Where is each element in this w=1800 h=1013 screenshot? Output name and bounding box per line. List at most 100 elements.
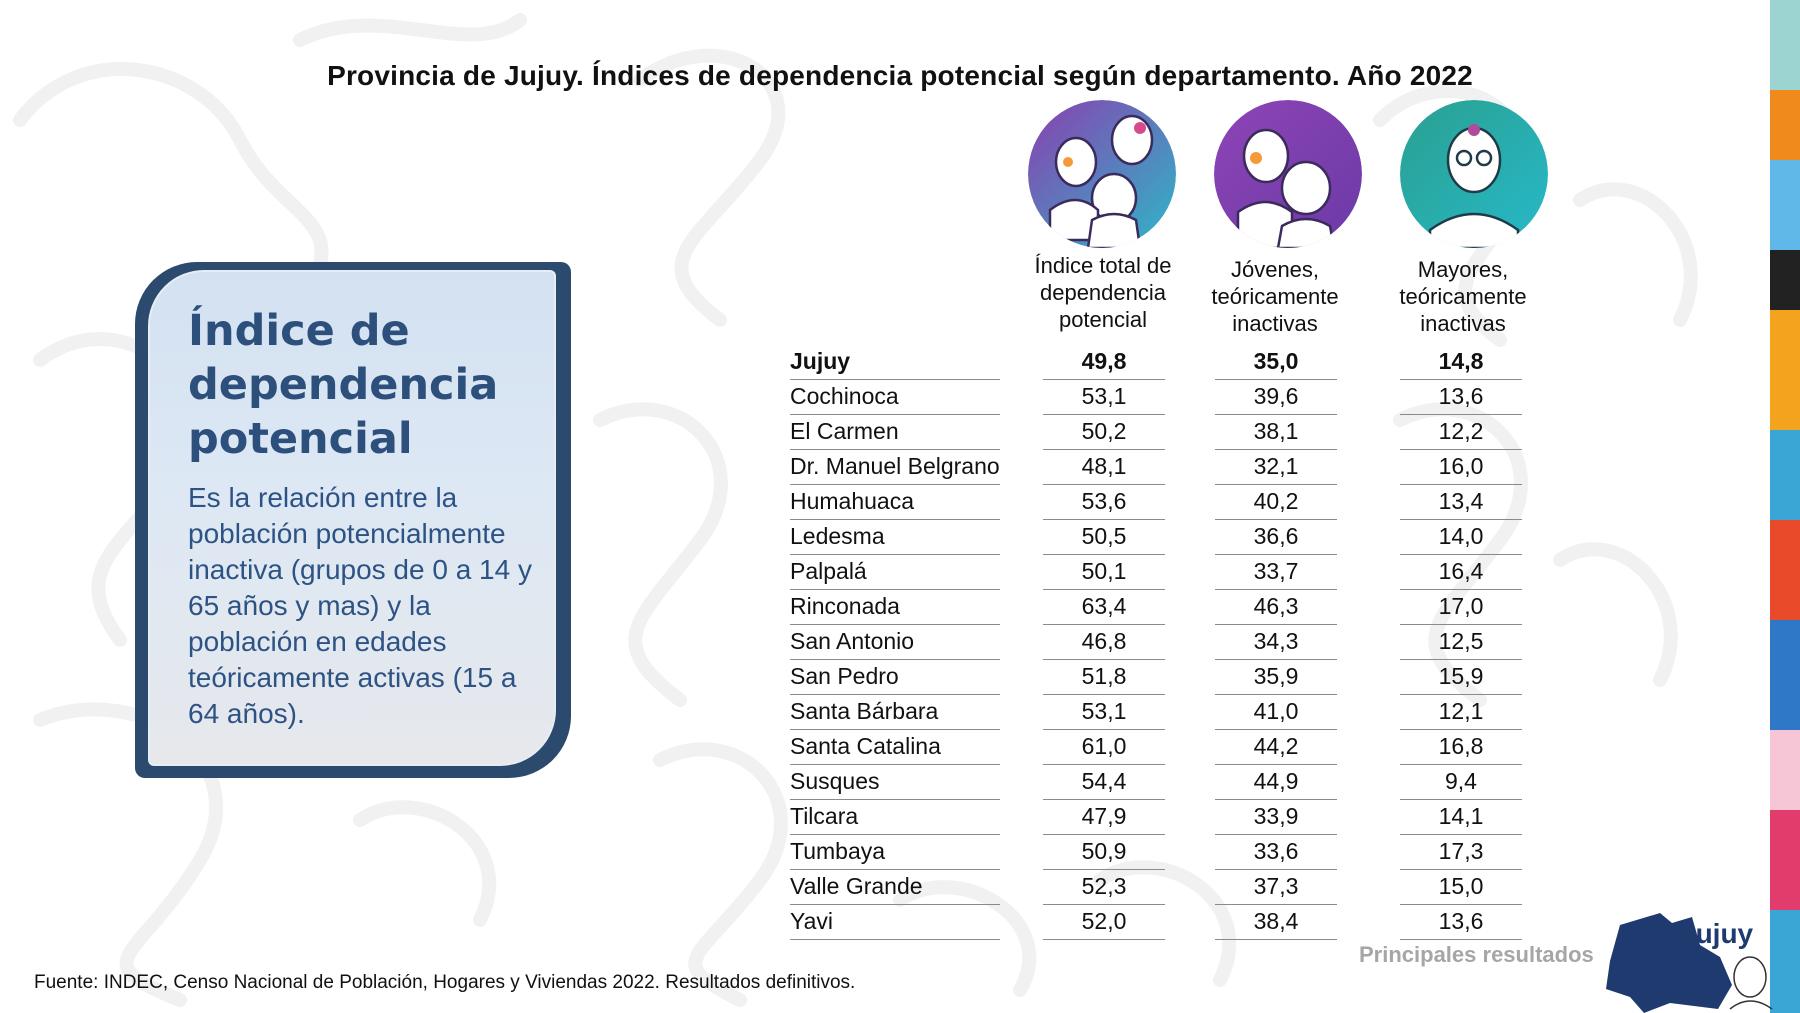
source-note: Fuente: INDEC, Censo Nacional de Poblaci… xyxy=(34,972,856,993)
total-value: 48,1 xyxy=(1043,450,1165,485)
department-name: Rinconada xyxy=(790,590,1000,625)
mayores-value: 9,4 xyxy=(1400,765,1522,800)
table-row: San Antonio 46,8 34,3 12,5 xyxy=(790,625,1522,660)
definition-card: Índice de dependencia potencial Es la re… xyxy=(148,270,556,766)
total-value: 52,3 xyxy=(1043,870,1165,905)
department-name: Valle Grande xyxy=(790,870,1000,905)
jovenes-value: 33,9 xyxy=(1215,800,1337,835)
mayores-value: 15,0 xyxy=(1400,870,1522,905)
total-value: 53,1 xyxy=(1043,695,1165,730)
table-row: Dr. Manuel Belgrano 48,1 32,1 16,0 xyxy=(790,450,1522,485)
jujuy-logo: Jujuy xyxy=(1606,913,1773,1013)
department-name: Susques xyxy=(790,765,1000,800)
jovenes-value: 46,3 xyxy=(1215,590,1337,625)
table-row: Yavi 52,0 38,4 13,6 xyxy=(790,905,1522,940)
family-icon xyxy=(1028,100,1176,248)
report-subtitle: Principales resultados xyxy=(1359,942,1594,967)
mayores-value: 14,0 xyxy=(1400,520,1522,555)
column-header-jovenes: Jóvenes, teóricamente inactivas xyxy=(1211,257,1339,336)
mayores-value: 13,6 xyxy=(1400,905,1522,940)
department-name: Dr. Manuel Belgrano xyxy=(790,450,1000,485)
jovenes-value: 44,9 xyxy=(1215,765,1337,800)
table-row: San Pedro 51,8 35,9 15,9 xyxy=(790,660,1522,695)
jovenes-value: 34,3 xyxy=(1215,625,1337,660)
table-row: Santa Catalina 61,0 44,2 16,8 xyxy=(790,730,1522,765)
department-name: Cochinoca xyxy=(790,380,1000,415)
total-value: 49,8 xyxy=(1043,345,1165,380)
total-value: 50,2 xyxy=(1043,415,1165,450)
page-title: Provincia de Jujuy. Índices de dependenc… xyxy=(327,60,1473,91)
department-name: Palpalá xyxy=(790,555,1000,590)
mayores-value: 13,6 xyxy=(1400,380,1522,415)
table-row: Tilcara 47,9 33,9 14,1 xyxy=(790,800,1522,835)
total-value: 46,8 xyxy=(1043,625,1165,660)
jovenes-value: 44,2 xyxy=(1215,730,1337,765)
jovenes-value: 36,6 xyxy=(1215,520,1337,555)
department-name: San Antonio xyxy=(790,625,1000,660)
jovenes-value: 35,0 xyxy=(1215,345,1337,380)
table-row: Humahuaca 53,6 40,2 13,4 xyxy=(790,485,1522,520)
department-name: San Pedro xyxy=(790,660,1000,695)
department-name: Ledesma xyxy=(790,520,1000,555)
table-row: El Carmen 50,2 38,1 12,2 xyxy=(790,415,1522,450)
mayores-value: 16,4 xyxy=(1400,555,1522,590)
mayores-value: 16,8 xyxy=(1400,730,1522,765)
mayores-value: 12,2 xyxy=(1400,415,1522,450)
logo-text: Jujuy xyxy=(1680,918,1754,949)
mayores-value: 17,0 xyxy=(1400,590,1522,625)
jovenes-value: 41,0 xyxy=(1215,695,1337,730)
jovenes-value: 32,1 xyxy=(1215,450,1337,485)
jovenes-value: 38,4 xyxy=(1215,905,1337,940)
total-value: 50,9 xyxy=(1043,835,1165,870)
total-value: 50,5 xyxy=(1043,520,1165,555)
department-name: Tumbaya xyxy=(790,835,1000,870)
column-header-mayores: Mayores, teóricamente inactivas xyxy=(1399,257,1527,336)
total-value: 53,6 xyxy=(1043,485,1165,520)
total-value: 61,0 xyxy=(1043,730,1165,765)
elder-icon xyxy=(1400,100,1548,248)
department-name: Santa Catalina xyxy=(790,730,1000,765)
mayores-value: 12,1 xyxy=(1400,695,1522,730)
decorative-strip xyxy=(1770,0,1800,1013)
total-value: 47,9 xyxy=(1043,800,1165,835)
table-row: Valle Grande 52,3 37,3 15,0 xyxy=(790,870,1522,905)
total-value: 54,4 xyxy=(1043,765,1165,800)
jovenes-value: 39,6 xyxy=(1215,380,1337,415)
table-row: Palpalá 50,1 33,7 16,4 xyxy=(790,555,1522,590)
table-row: Rinconada 63,4 46,3 17,0 xyxy=(790,590,1522,625)
total-value: 51,8 xyxy=(1043,660,1165,695)
department-name: Santa Bárbara xyxy=(790,695,1000,730)
definition-heading: Índice de dependencia potencial xyxy=(188,306,499,464)
department-name: Yavi xyxy=(790,905,1000,940)
total-value: 52,0 xyxy=(1043,905,1165,940)
mayores-value: 13,4 xyxy=(1400,485,1522,520)
mayores-value: 15,9 xyxy=(1400,660,1522,695)
jovenes-value: 35,9 xyxy=(1215,660,1337,695)
table-row: Susques 54,4 44,9 9,4 xyxy=(790,765,1522,800)
table-row: Santa Bárbara 53,1 41,0 12,1 xyxy=(790,695,1522,730)
jovenes-value: 33,6 xyxy=(1215,835,1337,870)
mayores-value: 14,8 xyxy=(1400,345,1522,380)
column-header-total: Índice total de dependencia potencial xyxy=(1034,253,1172,332)
table-row: Tumbaya 50,9 33,6 17,3 xyxy=(790,835,1522,870)
mayores-value: 16,0 xyxy=(1400,450,1522,485)
department-name: Jujuy xyxy=(790,345,1000,380)
table-row: Jujuy 49,8 35,0 14,8 xyxy=(790,345,1522,380)
jovenes-value: 37,3 xyxy=(1215,870,1337,905)
department-name: El Carmen xyxy=(790,415,1000,450)
mayores-value: 17,3 xyxy=(1400,835,1522,870)
mayores-value: 12,5 xyxy=(1400,625,1522,660)
department-name: Tilcara xyxy=(790,800,1000,835)
jovenes-value: 38,1 xyxy=(1215,415,1337,450)
youth-icon xyxy=(1214,100,1362,248)
table-row: Cochinoca 53,1 39,6 13,6 xyxy=(790,380,1522,415)
mayores-value: 14,1 xyxy=(1400,800,1522,835)
department-name: Humahuaca xyxy=(790,485,1000,520)
total-value: 63,4 xyxy=(1043,590,1165,625)
total-value: 50,1 xyxy=(1043,555,1165,590)
jovenes-value: 40,2 xyxy=(1215,485,1337,520)
table-row: Ledesma 50,5 36,6 14,0 xyxy=(790,520,1522,555)
total-value: 53,1 xyxy=(1043,380,1165,415)
definition-body: Es la relación entre la población potenc… xyxy=(188,482,532,729)
jovenes-value: 33,7 xyxy=(1215,555,1337,590)
